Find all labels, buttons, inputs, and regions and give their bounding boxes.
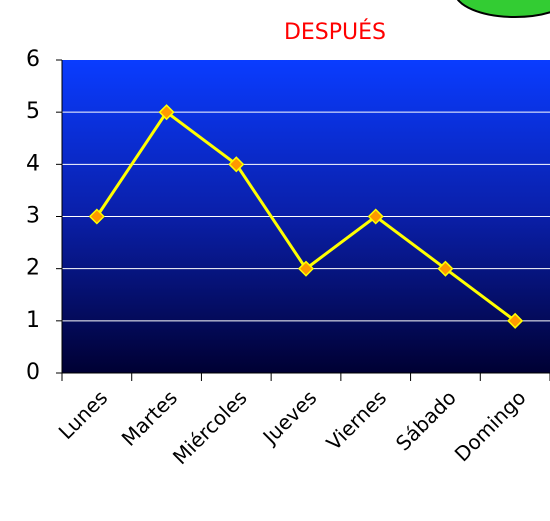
x-tick-label: Jueves [257,385,322,450]
x-tick-label: Martes [117,385,182,450]
x-tick-label: Sábado [391,385,461,455]
x-tick-label: Lunes [54,385,113,444]
marker [158,104,175,121]
y-tick-label: 4 [26,151,40,176]
marker [228,156,245,173]
marker [437,260,454,277]
marker [88,208,105,225]
speech-bubble [456,0,550,18]
y-tick-label: 1 [26,308,40,333]
marker [507,312,524,329]
y-tick-label: 5 [26,99,40,124]
chart-title: DESPUÉS [284,19,386,45]
y-tick-label: 3 [26,204,40,229]
x-tick-label: Domingo [450,385,531,466]
x-tick-label: Miércoles [168,385,252,469]
y-tick-label: 2 [26,256,40,281]
marker [367,208,384,225]
y-tick-label: 0 [26,360,40,385]
marker [297,260,315,277]
y-tick-label: 6 [26,47,40,72]
x-tick-label: Viernes [322,385,392,455]
